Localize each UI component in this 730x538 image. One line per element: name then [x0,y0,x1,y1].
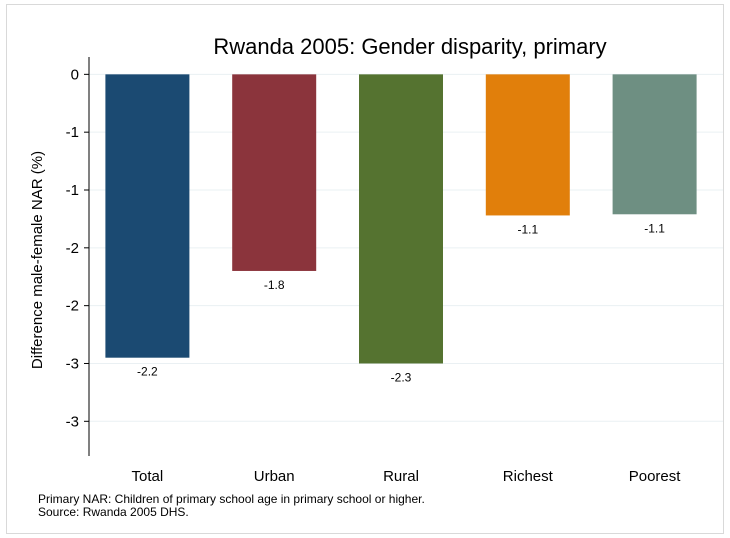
y-tick-label: -2 [66,298,79,315]
x-tick-label: Richest [503,468,554,485]
data-label: -2.2 [137,365,158,379]
footnote-definition: Primary NAR: Children of primary school … [38,492,425,506]
axes: 0 -1 -1 -2 -2 -3 -3 [66,57,90,456]
data-label: -1.1 [517,222,538,236]
y-tick-label: -1 [66,124,79,141]
x-tick-label: Urban [254,468,295,485]
bar-richest [485,74,570,216]
y-axis-label: Difference male-female NAR (%) [29,151,46,369]
y-tick-label: -1 [66,182,79,199]
bar-urban [232,74,317,271]
x-tick-label: Poorest [629,468,682,485]
data-label: -1.1 [644,221,665,235]
y-tick-label: 0 [71,66,79,83]
bar-chart: Rwanda 2005: Gender disparity, primary D… [29,34,723,485]
y-tick-label: -2 [66,240,79,257]
chart-title: Rwanda 2005: Gender disparity, primary [213,34,606,59]
labels: -2.2 Total -1.8 Urban -2.3 Rural -1.1 Richest -1… [132,221,682,485]
bar-rural [359,74,443,364]
bar-poorest [612,74,697,215]
y-tick-label: -3 [66,413,79,430]
chart-frame: Rwanda 2005: Gender disparity, primary D… [6,4,724,534]
footnote-source: Source: Rwanda 2005 DHS. [38,505,189,519]
bars [105,74,697,364]
data-label: -2.3 [391,370,412,384]
bar-total [105,74,190,358]
x-tick-label: Total [132,468,164,485]
x-tick-label: Rural [383,468,419,485]
data-label: -1.8 [264,278,285,292]
y-tick-label: -3 [66,355,79,372]
